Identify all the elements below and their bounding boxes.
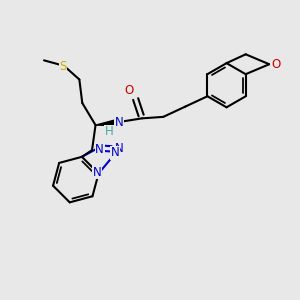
Text: N: N [93, 166, 101, 178]
Text: N: N [115, 116, 124, 129]
Text: H: H [104, 125, 113, 138]
Text: O: O [271, 58, 280, 71]
Text: N: N [95, 143, 104, 156]
Polygon shape [95, 120, 115, 125]
Text: O: O [124, 85, 134, 98]
Text: N: N [110, 146, 119, 159]
Text: N: N [115, 142, 124, 155]
Text: S: S [59, 60, 67, 73]
